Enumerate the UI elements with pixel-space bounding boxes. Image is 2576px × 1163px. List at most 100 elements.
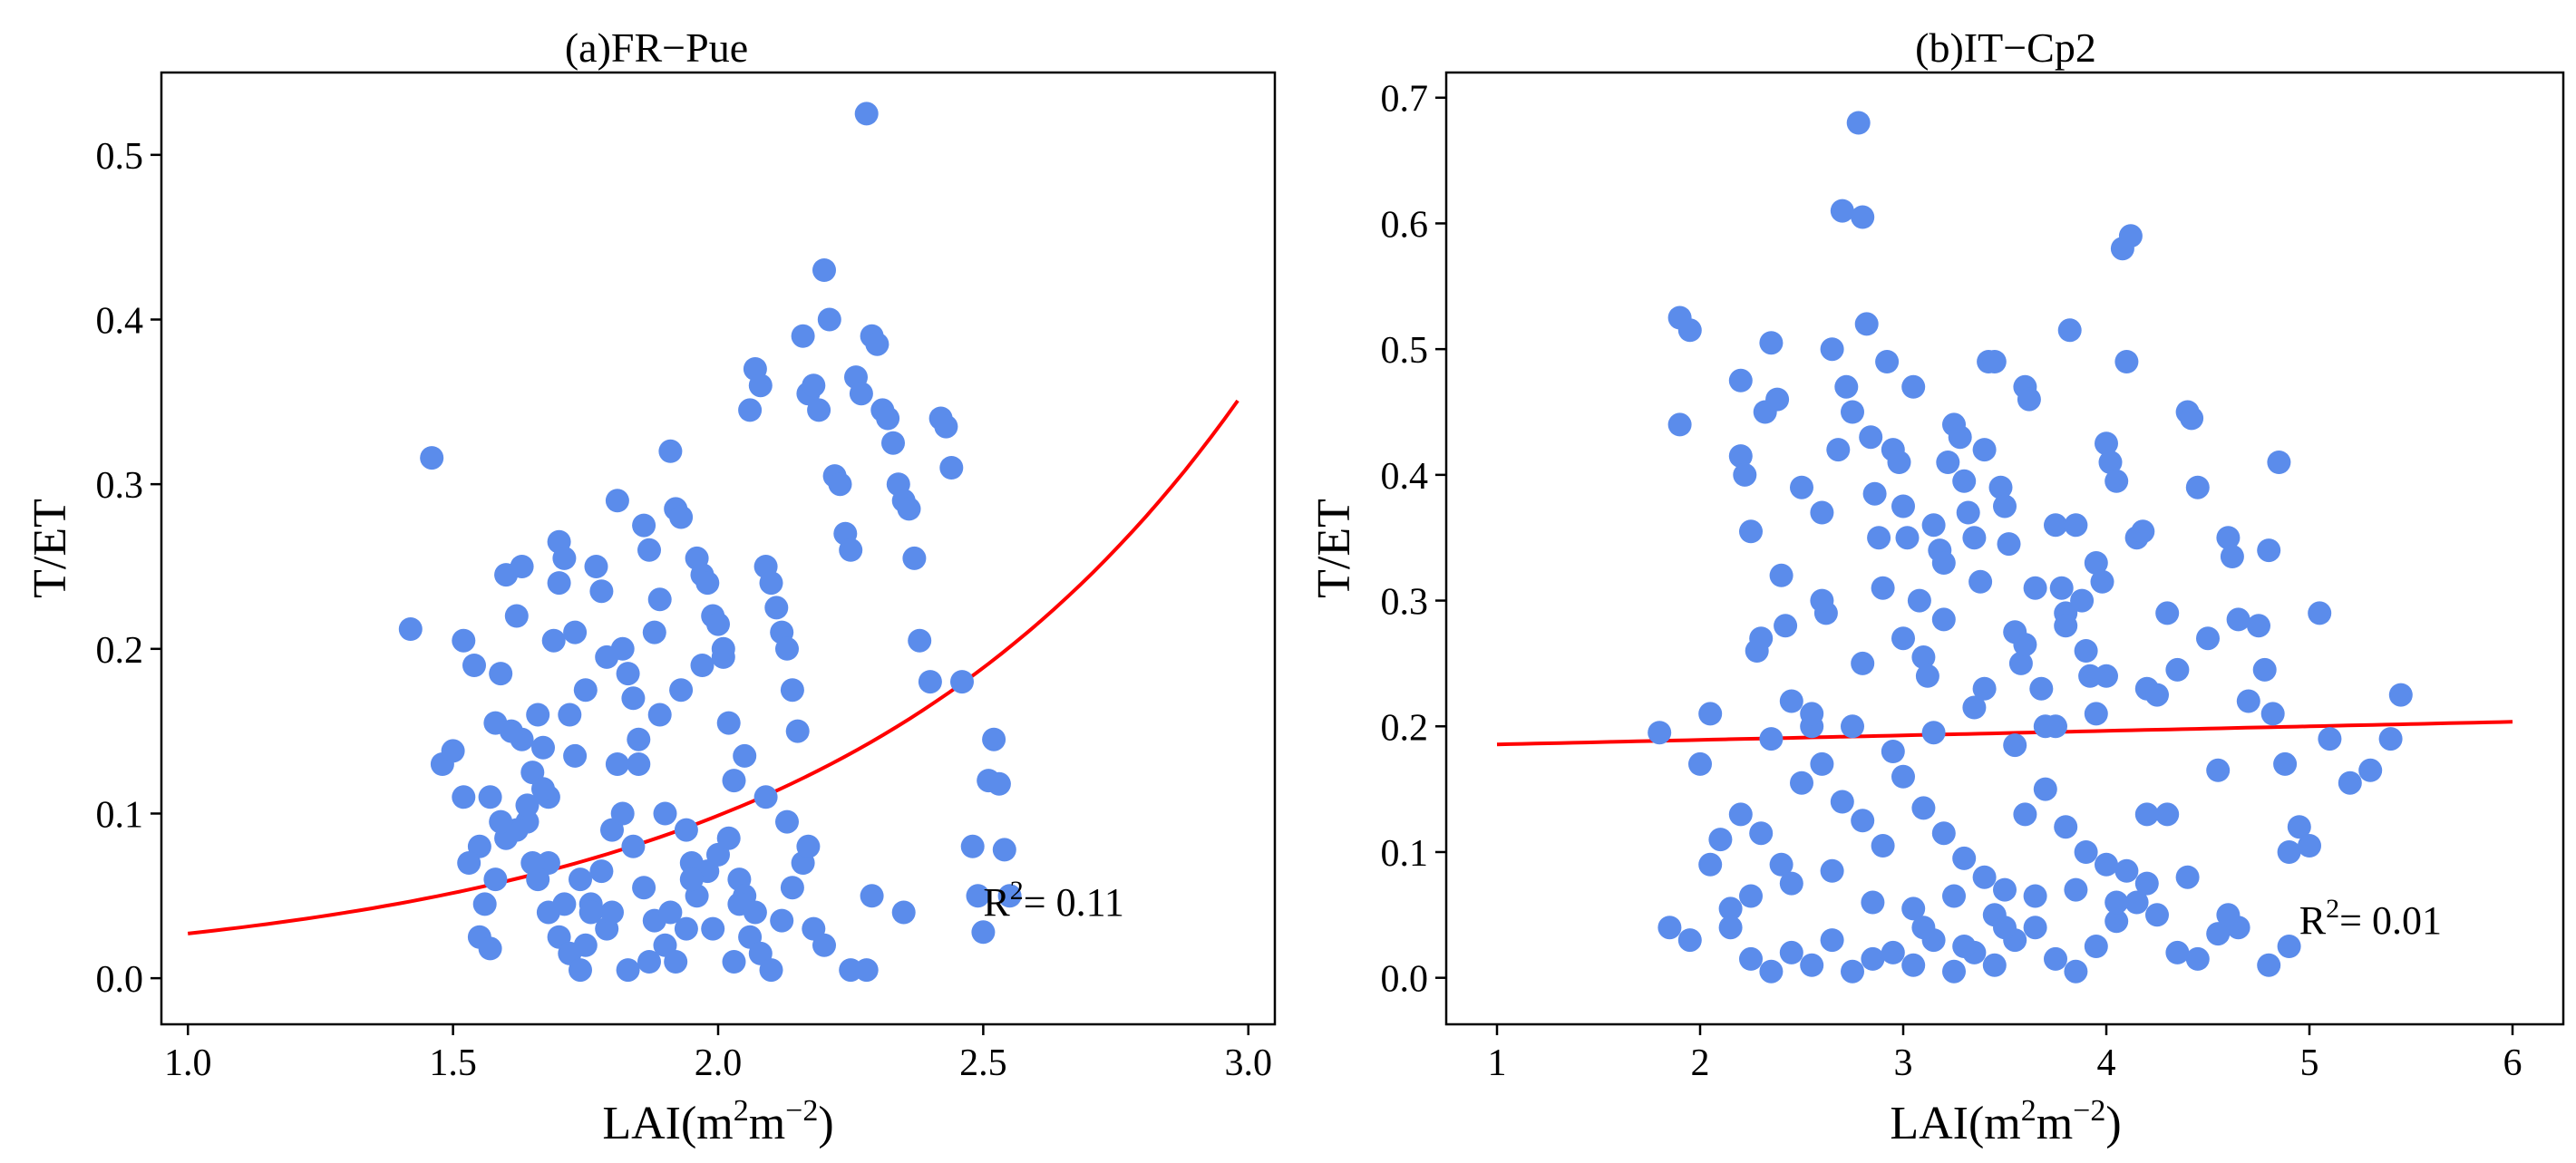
data-point-b-137: [2124, 890, 2149, 915]
data-point-a-23: [547, 571, 571, 596]
data-point-b-189: [1931, 607, 1956, 632]
data-point-a-47: [669, 505, 694, 529]
data-point-a-72: [802, 373, 826, 398]
data-point-a-65: [764, 596, 789, 620]
data-point-b-22: [1810, 500, 1834, 525]
data-point-a-141: [616, 958, 640, 983]
data-point-b-31: [1854, 312, 1879, 336]
data-point-a-56: [716, 711, 741, 735]
data-point-b-153: [1891, 764, 1915, 789]
data-point-b-141: [2206, 922, 2231, 946]
x-tick-label-a-3: 2.5: [959, 1042, 1007, 1084]
data-point-b-172: [1942, 884, 1966, 908]
data-point-b-114: [1657, 916, 1682, 940]
data-point-b-4: [1688, 751, 1712, 776]
data-point-a-150: [647, 703, 672, 727]
data-point-a-38: [621, 686, 646, 711]
data-point-b-74: [2074, 639, 2098, 663]
data-point-a-109: [854, 958, 879, 983]
data-point-a-19: [526, 703, 550, 727]
data-point-a-3: [441, 739, 465, 763]
data-point-b-91: [2180, 406, 2204, 431]
data-point-b-26: [1830, 199, 1854, 223]
data-point-b-186: [1810, 588, 1834, 613]
data-point-b-182: [1962, 695, 1987, 720]
data-point-b-170: [1861, 890, 1885, 915]
data-point-a-104: [992, 838, 1016, 862]
data-point-a-160: [563, 620, 588, 644]
data-point-b-53: [1962, 526, 1987, 550]
data-point-b-62: [2008, 651, 2033, 675]
data-point-b-115: [1677, 928, 1702, 953]
data-point-a-45: [658, 439, 683, 463]
data-point-b-36: [1875, 350, 1900, 373]
data-point-a-25: [552, 546, 577, 570]
y-tick-label-b-4: 0.4: [1381, 456, 1429, 498]
data-point-b-82: [2114, 350, 2139, 373]
data-point-b-160: [2033, 777, 2057, 801]
data-point-a-156: [775, 809, 799, 834]
data-point-b-7: [1718, 896, 1743, 921]
data-point-b-68: [2044, 513, 2067, 538]
data-point-a-137: [780, 876, 804, 900]
data-point-a-74: [812, 258, 836, 282]
data-point-b-117: [1718, 916, 1743, 940]
x-ticks-b: 1 2 3 4 5 6: [1488, 1024, 2523, 1084]
y-axis-label-b: T/ET: [1308, 499, 1360, 598]
data-point-b-44: [1915, 664, 1939, 688]
data-point-a-15: [504, 604, 529, 628]
title-a: (a)FR−Pue: [565, 24, 748, 71]
data-point-b-5: [1698, 702, 1723, 726]
data-point-b-195: [2175, 865, 2200, 889]
y-ticks-b: 0.0 0.1 0.2 0.3 0.4 0.5 0.6 0.7: [1381, 79, 1446, 1001]
data-point-b-165: [2134, 871, 2159, 896]
data-point-b-146: [1749, 821, 1774, 846]
data-point-b-92: [2185, 475, 2210, 499]
data-point-b-162: [2074, 840, 2098, 864]
data-point-b-58: [1988, 475, 2013, 499]
data-point-b-96: [2220, 545, 2244, 568]
data-point-a-26: [558, 703, 582, 727]
data-point-b-51: [1952, 469, 1977, 493]
y-tick-label-a-3: 0.3: [96, 465, 144, 507]
data-point-a-152: [690, 654, 714, 677]
x-tick-label-a-2: 2.0: [695, 1042, 743, 1084]
data-point-b-119: [1759, 959, 1784, 984]
data-point-a-145: [701, 916, 725, 941]
data-point-a-43: [647, 587, 672, 612]
data-point-a-118: [578, 900, 603, 925]
data-point-a-27: [563, 743, 588, 768]
data-point-b-69: [2049, 576, 2074, 600]
data-point-a-54: [706, 612, 730, 636]
data-point-b-169: [1820, 858, 1844, 883]
y-tick-label-b-5: 0.5: [1381, 330, 1429, 372]
data-point-a-81: [849, 382, 873, 406]
data-point-a-149: [627, 727, 651, 751]
x-tick-label-a-1: 1.5: [429, 1042, 477, 1084]
data-point-b-34: [1867, 526, 1891, 550]
x-tick-label-b-5: 6: [2503, 1042, 2523, 1084]
data-point-b-75: [2078, 664, 2103, 688]
data-point-a-162: [531, 777, 555, 801]
data-point-b-112: [2378, 727, 2403, 751]
data-point-b-85: [2131, 519, 2155, 544]
data-point-a-126: [664, 950, 688, 974]
y-tick-label-b-7: 0.7: [1381, 79, 1429, 121]
data-point-b-130: [1982, 953, 2007, 977]
data-point-b-175: [2064, 877, 2088, 902]
data-point-b-139: [2165, 940, 2190, 964]
data-point-a-10: [478, 936, 502, 961]
data-point-b-64: [2017, 387, 2041, 412]
data-point-b-125: [1881, 940, 1905, 964]
data-point-a-122: [621, 834, 646, 858]
data-point-b-111: [2358, 758, 2383, 782]
data-point-b-197: [1911, 916, 1936, 940]
data-point-b-159: [2013, 802, 2037, 827]
data-point-a-8: [472, 892, 497, 916]
title-b: (b)IT−Cp2: [1915, 24, 2096, 71]
data-point-a-40: [632, 513, 656, 538]
data-point-a-119: [589, 859, 614, 884]
data-point-a-135: [759, 958, 783, 983]
data-point-b-11: [1739, 519, 1763, 544]
